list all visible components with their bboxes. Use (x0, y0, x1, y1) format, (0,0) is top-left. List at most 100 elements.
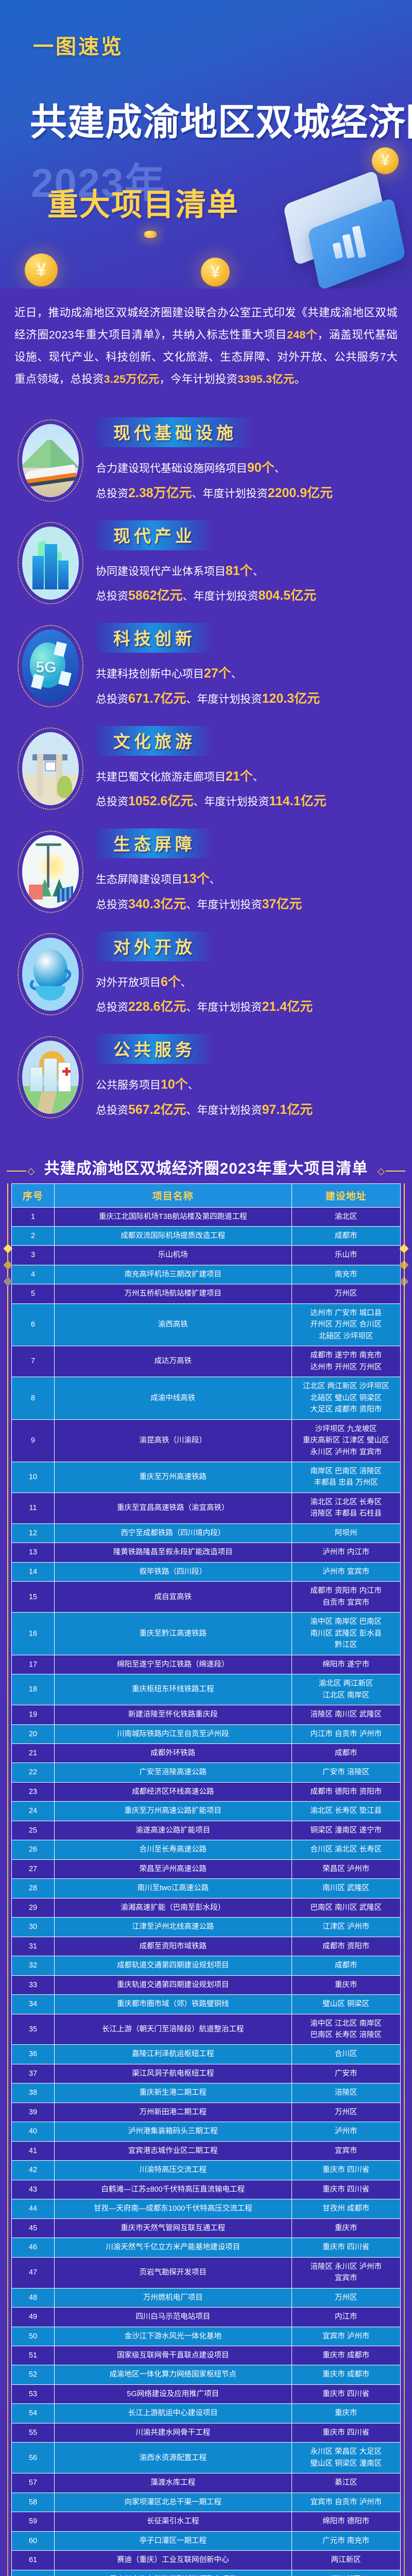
row-index: 33 (11, 1975, 55, 1995)
table-row: 3 乐山机场 乐山市 (11, 1245, 401, 1265)
category-illustration-pub-icon (22, 1040, 79, 1114)
project-name: 成都经济区环线高速公路 (54, 1782, 292, 1802)
category-count-value: 90个 (247, 461, 274, 475)
project-name: 重庆枢纽东环线铁路工程 (54, 1674, 292, 1706)
table-row: 47 页岩气勘探开发项目 涪陵区 永川区 泸州市 宜宾市 (11, 2257, 401, 2289)
category-card: 现代基础设施 合力建设现代基础设施网络项目90个、 总投资2.38万亿元、年度计划投… (0, 409, 412, 512)
category-annual-label: 、年度计划投资 (186, 693, 262, 705)
category-illustration-eco-icon (22, 835, 79, 908)
project-address: 重庆市 (291, 1975, 401, 1995)
category-count-suffix: 、 (187, 1079, 199, 1091)
category-medal (18, 933, 83, 1016)
project-name: 重庆长安汽车智能网联新能源整车项目 (54, 2569, 292, 2576)
project-address: 渝北区 (291, 1207, 401, 1227)
table-row: 19 新建涪陵至怀化铁路重庆段 涪陵区 南川区 武隆区 (11, 1705, 401, 1725)
table-frame: 序号 项目名称 建设地址 1 重庆江北国际机场T3B航站楼及第四跑道工程 渝北区 2 成都双… (0, 1183, 412, 2576)
category-annual-value: 804.5亿元 (258, 588, 317, 603)
table-row: 43 白鹤滩—江苏±800千伏特高压直流输电工程 重庆市 四川省 (11, 2179, 401, 2200)
row-index: 42 (11, 2160, 55, 2180)
hero-subtitle: 重大项目清单 (47, 188, 239, 222)
table-row: 4 南充高坪机场三期改扩建项目 南充市 (11, 1264, 401, 1285)
category-count-value: 6个 (161, 974, 181, 989)
category-total-value: 228.6亿元 (128, 999, 186, 1014)
table-row: 45 重庆市天然气管网互联互通工程 重庆市 (11, 2218, 401, 2239)
table-row: 53 5G网络建设及应用推广项目 重庆市 四川省 (11, 2384, 401, 2404)
project-address: 绵阳市 德阳市 (291, 2512, 401, 2532)
category-line-1: 公共服务项目10个、 (96, 1072, 402, 1097)
table-row: 34 重庆都市圈市域（郊）铁路璧铜线 璧山区 铜梁区 (11, 1994, 401, 2014)
category-count-label: 协同建设现代产业体系项目 (96, 565, 226, 578)
project-address: 南岸区 巴南区 涪陵区 丰都县 忠县 万州区 (291, 1462, 401, 1493)
project-address: 铜梁区 潼南区 遂宁市 (291, 1820, 401, 1841)
project-address: 重庆市 四川省 (291, 2160, 401, 2180)
project-name: 重庆市天然气管网互联互通工程 (54, 2218, 292, 2239)
row-index: 12 (11, 1523, 55, 1544)
project-name: 重庆至万州高速公路扩能项目 (54, 1801, 292, 1821)
project-address: 广元市 南充市 (291, 2531, 401, 2551)
project-name: 隆黄铁路隆昌至叙永段扩能改造项目 (54, 1543, 292, 1563)
category-body: 文化旅游 共建巴蜀文化旅游走廊项目21个、 总投资1052.6亿元、年度计划投资11… (96, 724, 402, 815)
row-index: 25 (11, 1820, 55, 1841)
category-medal (18, 727, 83, 810)
project-address: 阿坝州 (291, 1523, 401, 1544)
table-row: 40 泸州港集装箱码头三期工程 泸州市 (11, 2122, 401, 2142)
project-address: 成都市 遂宁市 南充市 达州市 开州区 万州区 (291, 1346, 401, 1378)
row-index: 29 (11, 1897, 55, 1918)
project-address: 璧山区 铜梁区 (291, 1994, 401, 2014)
project-name: 叙毕铁路（四川段） (54, 1562, 292, 1582)
category-count-label: 生态屏障建设项目 (96, 874, 182, 886)
category-line-1: 合力建设现代基础设施网络项目90个、 (96, 455, 402, 481)
table-row: 29 渝湘高速扩能（巴南至彭水段） 巴南区 南川区 武隆区 (11, 1897, 401, 1918)
category-medal (18, 830, 83, 913)
table-row: 39 万州新田港二期工程 万州区 (11, 2102, 401, 2123)
row-index: 45 (11, 2218, 55, 2239)
category-annual-value: 37亿元 (262, 896, 302, 911)
category-line-2: 总投资340.3亿元、年度计划投资37亿元 (96, 892, 402, 917)
project-name: 万州五桥机场航站楼扩建项目 (54, 1284, 292, 1304)
project-name: 渝遂高速公路扩能项目 (54, 1820, 292, 1841)
row-index: 49 (11, 2307, 55, 2327)
project-name: 成都轨道交通第四期建设规划项目 (54, 1956, 292, 1976)
category-medal (18, 1036, 83, 1118)
project-address: 成都市 资阳市 (291, 1936, 401, 1957)
table-row: 27 荣昌至泸州高速公路 荣昌区 泸州市 (11, 1859, 401, 1879)
project-address: 南充市 (291, 1264, 401, 1285)
category-count-suffix: 、 (209, 874, 220, 886)
project-name: 向家坝灌区北总干渠一期工程 (54, 2492, 292, 2513)
table-row: 57 藻渡水库工程 綦江区 (11, 2473, 401, 2493)
project-address: 万州区 (291, 1284, 401, 1304)
table-row: 21 成都外环铁路 成都市 (11, 1743, 401, 1764)
project-address: 乐山市 (291, 1245, 401, 1265)
category-line-1: 共建巴蜀文化旅游走廊项目21个、 (96, 764, 402, 789)
table-row: 16 重庆至黔江高速铁路 渝中区 南岸区 巴南区 南川区 武隆区 彭水县 黔江区 (11, 1612, 401, 1655)
row-index: 30 (11, 1917, 55, 1937)
project-name: 川渝天然气千亿立方米产能基地建设项目 (54, 2238, 292, 2258)
project-name: 亭子口灌区一期工程 (54, 2531, 292, 2551)
category-medal (18, 419, 83, 502)
project-name: 渠江风洞子航电枢纽工程 (54, 2063, 292, 2084)
table-row: 46 川渝天然气千亿立方米产能基地建设项目 重庆市 四川省 (11, 2238, 401, 2258)
project-name: 成达万高铁 (54, 1346, 292, 1378)
project-address: 涪陵区 (291, 2083, 401, 2103)
project-address: 成都市 (291, 1743, 401, 1764)
project-name: 广安至涪陵高速公路 (54, 1762, 292, 1783)
category-title: 公共服务 (96, 1034, 213, 1064)
row-index: 5 (11, 1284, 55, 1304)
table-row: 33 重庆轨道交通第四期建设规划项目 重庆市 (11, 1975, 401, 1995)
intro-text-3: ，今年计划投资 (159, 373, 238, 385)
category-illustration-globe-icon (22, 938, 79, 1011)
project-name: 成都双流国际机场提质改造工程 (54, 1226, 292, 1246)
project-address: 成都市 (291, 1226, 401, 1246)
row-index: 16 (11, 1612, 55, 1655)
table-row: 52 成渝地区一体化算力网络国家枢纽节点 重庆市 成都市 (11, 2365, 401, 2385)
row-index: 15 (11, 1581, 55, 1613)
project-address: 宜宾市 自贡市 泸州市 (291, 2492, 401, 2513)
category-line-2: 总投资1052.6亿元、年度计划投资114.1亿元 (96, 789, 402, 814)
row-index: 51 (11, 2345, 55, 2366)
table-row: 23 成都经济区环线高速公路 成都市 德阳市 资阳市 (11, 1782, 401, 1802)
project-address: 重庆市 四川省 (291, 2238, 401, 2258)
project-address: 江津区 泸州市 (291, 1917, 401, 1937)
table-row: 15 成自宜高铁 成都市 资阳市 内江市 自贡市 宜宾市 (11, 1581, 401, 1613)
category-count-suffix: 、 (252, 565, 264, 578)
table-row: 59 长征渠引水工程 绵阳市 德阳市 (11, 2512, 401, 2532)
